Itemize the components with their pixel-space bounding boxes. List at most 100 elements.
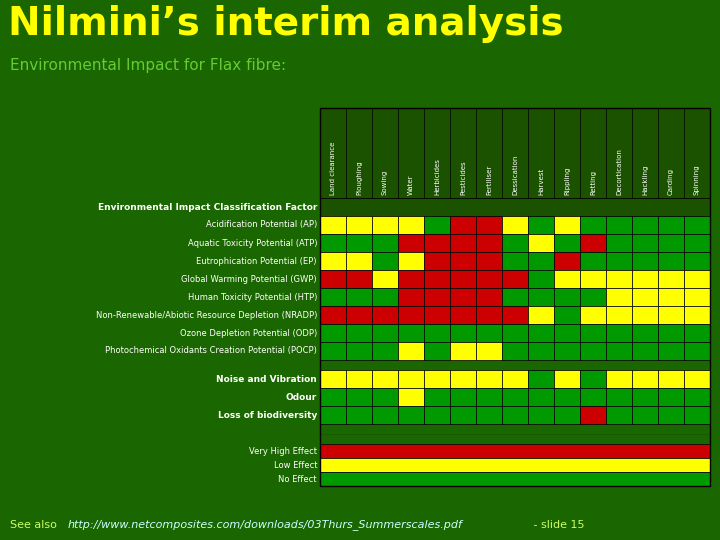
Text: Water: Water xyxy=(408,174,414,195)
Bar xyxy=(684,388,710,406)
Bar xyxy=(606,288,632,306)
Bar xyxy=(580,324,606,342)
Bar xyxy=(346,388,372,406)
Bar xyxy=(580,234,606,252)
Bar xyxy=(320,270,346,288)
Bar xyxy=(450,288,476,306)
Text: Acidification Potential (AP): Acidification Potential (AP) xyxy=(206,220,317,230)
Bar xyxy=(502,252,528,270)
Bar xyxy=(684,270,710,288)
Bar xyxy=(320,306,346,324)
Bar xyxy=(398,306,424,324)
Bar xyxy=(554,370,580,388)
Bar xyxy=(372,216,398,234)
Bar xyxy=(580,306,606,324)
Bar xyxy=(320,388,346,406)
Bar xyxy=(606,370,632,388)
Bar xyxy=(320,252,346,270)
Bar xyxy=(580,370,606,388)
Bar xyxy=(502,342,528,360)
Text: Sowing: Sowing xyxy=(382,170,388,195)
Bar xyxy=(450,342,476,360)
Bar xyxy=(606,252,632,270)
Bar xyxy=(424,406,450,424)
Bar xyxy=(528,270,554,288)
Bar xyxy=(424,216,450,234)
Text: Retting: Retting xyxy=(590,170,596,195)
Text: Rippling: Rippling xyxy=(564,167,570,195)
Bar xyxy=(554,270,580,288)
Bar xyxy=(398,406,424,424)
Bar xyxy=(320,360,710,370)
Bar xyxy=(632,306,658,324)
Bar xyxy=(476,234,502,252)
Bar xyxy=(658,270,684,288)
Bar xyxy=(372,342,398,360)
Text: Decortication: Decortication xyxy=(616,148,622,195)
Bar xyxy=(424,252,450,270)
Bar xyxy=(320,444,710,458)
Bar xyxy=(606,270,632,288)
Text: Fertiliser: Fertiliser xyxy=(486,165,492,195)
Bar xyxy=(320,434,710,444)
Bar xyxy=(450,216,476,234)
Bar xyxy=(554,306,580,324)
Bar xyxy=(398,252,424,270)
Bar xyxy=(606,388,632,406)
Text: Carding: Carding xyxy=(668,168,674,195)
Bar xyxy=(554,234,580,252)
Bar xyxy=(632,406,658,424)
Bar xyxy=(658,234,684,252)
Bar xyxy=(424,288,450,306)
Bar xyxy=(528,342,554,360)
Bar xyxy=(684,234,710,252)
Bar xyxy=(424,306,450,324)
Bar xyxy=(346,324,372,342)
Text: Nilmini’s interim analysis: Nilmini’s interim analysis xyxy=(8,5,564,43)
Bar xyxy=(528,216,554,234)
Bar xyxy=(424,324,450,342)
Bar xyxy=(346,270,372,288)
Bar xyxy=(606,406,632,424)
Bar xyxy=(580,342,606,360)
Bar xyxy=(632,370,658,388)
Text: Spinning: Spinning xyxy=(694,164,700,195)
Bar xyxy=(658,370,684,388)
Bar xyxy=(320,108,710,486)
Bar xyxy=(450,252,476,270)
Bar xyxy=(502,388,528,406)
Bar xyxy=(450,234,476,252)
Text: Photochemical Oxidants Creation Potential (POCP): Photochemical Oxidants Creation Potentia… xyxy=(105,347,317,355)
Bar xyxy=(606,342,632,360)
Bar xyxy=(424,388,450,406)
Bar xyxy=(424,370,450,388)
Bar xyxy=(320,324,346,342)
Bar xyxy=(450,370,476,388)
Text: Herbicides: Herbicides xyxy=(434,158,440,195)
Bar xyxy=(372,370,398,388)
Bar xyxy=(424,234,450,252)
Bar xyxy=(632,324,658,342)
Bar xyxy=(554,288,580,306)
Bar xyxy=(684,370,710,388)
Text: Human Toxicity Potential (HTP): Human Toxicity Potential (HTP) xyxy=(188,293,317,301)
Text: - slide 15: - slide 15 xyxy=(530,520,585,530)
Bar xyxy=(632,234,658,252)
Text: http://www.netcomposites.com/downloads/03Thurs_Summerscales.pdf: http://www.netcomposites.com/downloads/0… xyxy=(68,519,463,530)
Bar xyxy=(450,324,476,342)
Bar xyxy=(658,288,684,306)
Bar xyxy=(320,406,346,424)
Text: Pesticides: Pesticides xyxy=(460,160,466,195)
Text: Harvest: Harvest xyxy=(538,168,544,195)
Bar xyxy=(372,388,398,406)
Bar xyxy=(476,370,502,388)
Bar xyxy=(658,324,684,342)
Text: Land clearance: Land clearance xyxy=(330,141,336,195)
Bar xyxy=(658,252,684,270)
Bar xyxy=(554,216,580,234)
Bar xyxy=(320,342,346,360)
Bar xyxy=(346,370,372,388)
Bar xyxy=(346,216,372,234)
Bar xyxy=(528,324,554,342)
Bar xyxy=(372,234,398,252)
